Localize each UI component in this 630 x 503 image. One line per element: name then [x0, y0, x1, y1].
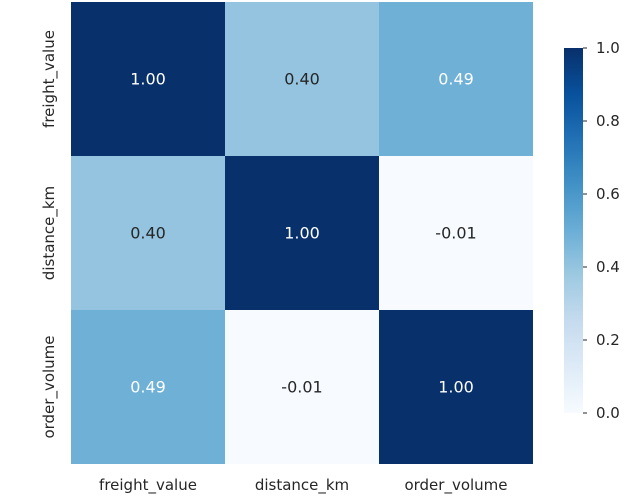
- cell-value-label: -0.01: [435, 224, 476, 243]
- heatmap-cell: [379, 2, 533, 156]
- colorbar-tick-label: 0.6: [596, 185, 620, 203]
- heatmap-cell: [225, 156, 379, 310]
- x-tick-label: order_volume: [404, 476, 507, 495]
- cell-value-label: -0.01: [281, 378, 322, 397]
- heatmap-cell: [379, 156, 533, 310]
- colorbar-ticks: 0.0 0.2 0.4 0.6 0.8 1.0: [583, 39, 620, 422]
- cell-value-label: 0.40: [284, 70, 320, 89]
- cell-value-label: 0.49: [130, 378, 166, 397]
- heatmap-cell: [225, 310, 379, 464]
- cell-value-label: 1.00: [130, 70, 166, 89]
- x-tick-labels: freight_value distance_km order_volume: [99, 476, 507, 495]
- heatmap-cell: [225, 2, 379, 156]
- cell-value-label: 0.40: [130, 224, 166, 243]
- cell-value-label: 0.49: [438, 70, 474, 89]
- colorbar: [564, 48, 583, 413]
- heatmap-cell: [71, 2, 225, 156]
- colorbar-tick-label: 0.2: [596, 331, 620, 349]
- heatmap-cells: 1.00 0.40 0.49 0.40 1.00 -0.01 0.49 -0.01 1.00: [71, 2, 533, 464]
- heatmap-cell: [71, 310, 225, 464]
- colorbar-tick-label: 0.0: [596, 404, 620, 422]
- y-tick-labels: freight_value distance_km order_volume: [40, 30, 59, 438]
- y-tick-label: freight_value: [40, 30, 59, 128]
- heatmap-cell: [71, 156, 225, 310]
- colorbar-tick-label: 0.8: [596, 112, 620, 130]
- cell-value-label: 1.00: [438, 378, 474, 397]
- y-tick-label: order_volume: [40, 335, 59, 438]
- x-tick-label: distance_km: [255, 476, 349, 495]
- colorbar-tick-label: 1.0: [596, 39, 620, 57]
- cell-value-label: 1.00: [284, 224, 320, 243]
- y-tick-label: distance_km: [40, 186, 59, 280]
- colorbar-tick-label: 0.4: [596, 258, 620, 276]
- x-tick-label: freight_value: [99, 476, 197, 495]
- heatmap-cell: [379, 310, 533, 464]
